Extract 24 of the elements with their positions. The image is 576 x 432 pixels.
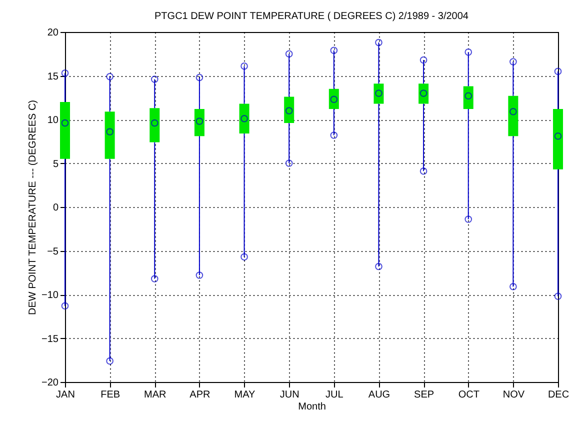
x-tick-label: JAN xyxy=(56,390,75,400)
x-tick-label: SEP xyxy=(414,390,434,400)
y-tick-label: −20 xyxy=(42,378,59,388)
x-tick-label: APR xyxy=(190,390,210,400)
y-tick-label: 10 xyxy=(47,115,59,126)
x-tick-label: NOV xyxy=(502,390,525,400)
y-tick-label: 15 xyxy=(47,71,59,82)
x-tick-label: JUN xyxy=(280,390,300,400)
y-tick-label: 20 xyxy=(47,28,59,38)
y-tick-label: −5 xyxy=(47,246,59,258)
x-tick-label: MAY xyxy=(234,390,256,400)
y-tick-label: 0 xyxy=(52,202,59,214)
y-axis-title: DEW POINT TEMPERATURE --- (DEGREES C) xyxy=(28,100,39,316)
x-axis-title: Month xyxy=(298,402,326,412)
chart-title: PTGC1 DEW POINT TEMPERATURE ( DEGREES C) 2/1989 - 3/2004 xyxy=(154,11,469,22)
x-tick-label: OCT xyxy=(458,390,480,400)
x-tick-label: AUG xyxy=(368,390,390,400)
x-tick-label: MAR xyxy=(144,390,166,400)
y-tick-label: −15 xyxy=(42,334,59,345)
x-tick-label: DEC xyxy=(548,390,570,400)
x-tick-label: FEB xyxy=(100,390,120,400)
x-tick-label: JUL xyxy=(326,390,344,400)
y-tick-label: 5 xyxy=(52,158,59,170)
y-tick-label: −10 xyxy=(42,290,59,301)
